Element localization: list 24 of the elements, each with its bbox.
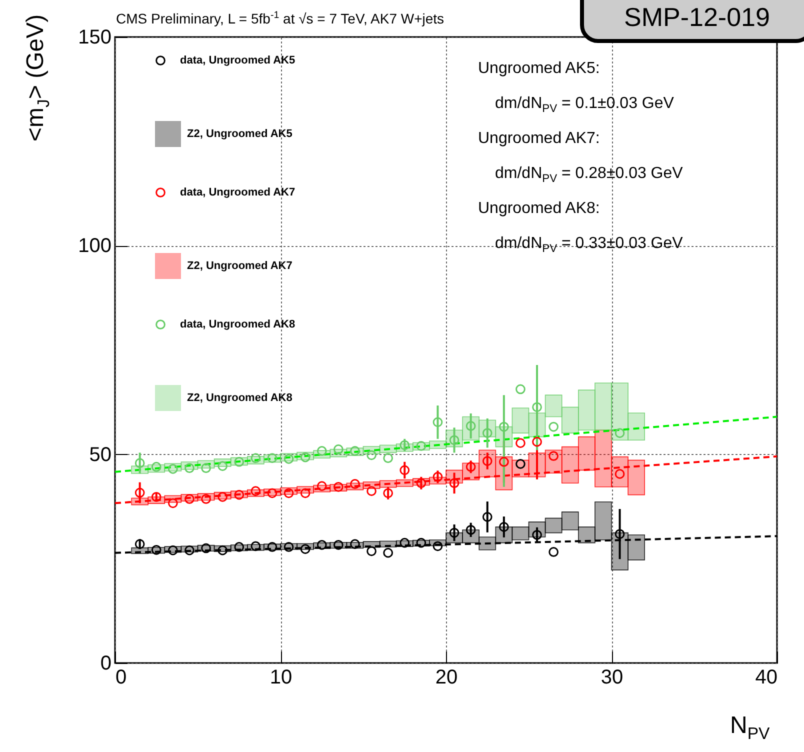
legend-label: Z2, Ungroomed AK7 [187, 260, 292, 272]
y-tick-label: 150 [78, 26, 112, 48]
legend-label: data, Ungroomed AK5 [180, 54, 296, 66]
x-tick-label: 0 [116, 666, 127, 688]
legend-label: data, Ungroomed AK7 [180, 186, 296, 198]
y-tick-label: 100 [78, 235, 112, 258]
x-tick-label: 40 [755, 666, 778, 688]
legend-label: Z2, Ungroomed AK5 [187, 128, 292, 140]
annotation: dm/dN$_{PV}$ = 0.28±0.03 GeV [495, 165, 683, 186]
chart-title: CMS Preliminary, L = 5fb$^{-1}$ at √s = 7 TeV, AK7 W+jets [116, 10, 444, 27]
y-tick-label: 0 [100, 652, 112, 674]
y-tick-label: 50 [89, 444, 112, 466]
annotation: Ungroomed AK7: [478, 130, 600, 148]
label-box: SMP-12-019 [580, 0, 804, 43]
annotation: Ungroomed AK5: [478, 60, 600, 78]
annotation: dm/dN$_{PV}$ = 0.33±0.03 GeV [495, 235, 683, 256]
x-tick-label: 30 [600, 666, 624, 688]
legend-label: data, Ungroomed AK8 [180, 318, 296, 330]
annotation: dm/dN$_{PV}$ = 0.1±0.03 GeV [495, 95, 674, 116]
x-axis-title: N$_{PV}$ [730, 712, 770, 744]
x-tick-label: 10 [270, 666, 292, 688]
annotation: Ungroomed AK8: [478, 200, 600, 218]
legend-label: Z2, Ungroomed AK8 [187, 392, 292, 404]
x-tick-label: 20 [435, 666, 458, 688]
